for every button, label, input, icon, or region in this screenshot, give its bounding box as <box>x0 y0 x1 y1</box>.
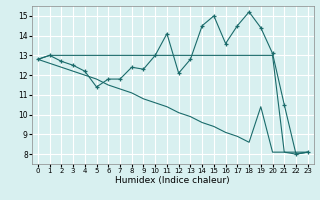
X-axis label: Humidex (Indice chaleur): Humidex (Indice chaleur) <box>116 176 230 185</box>
